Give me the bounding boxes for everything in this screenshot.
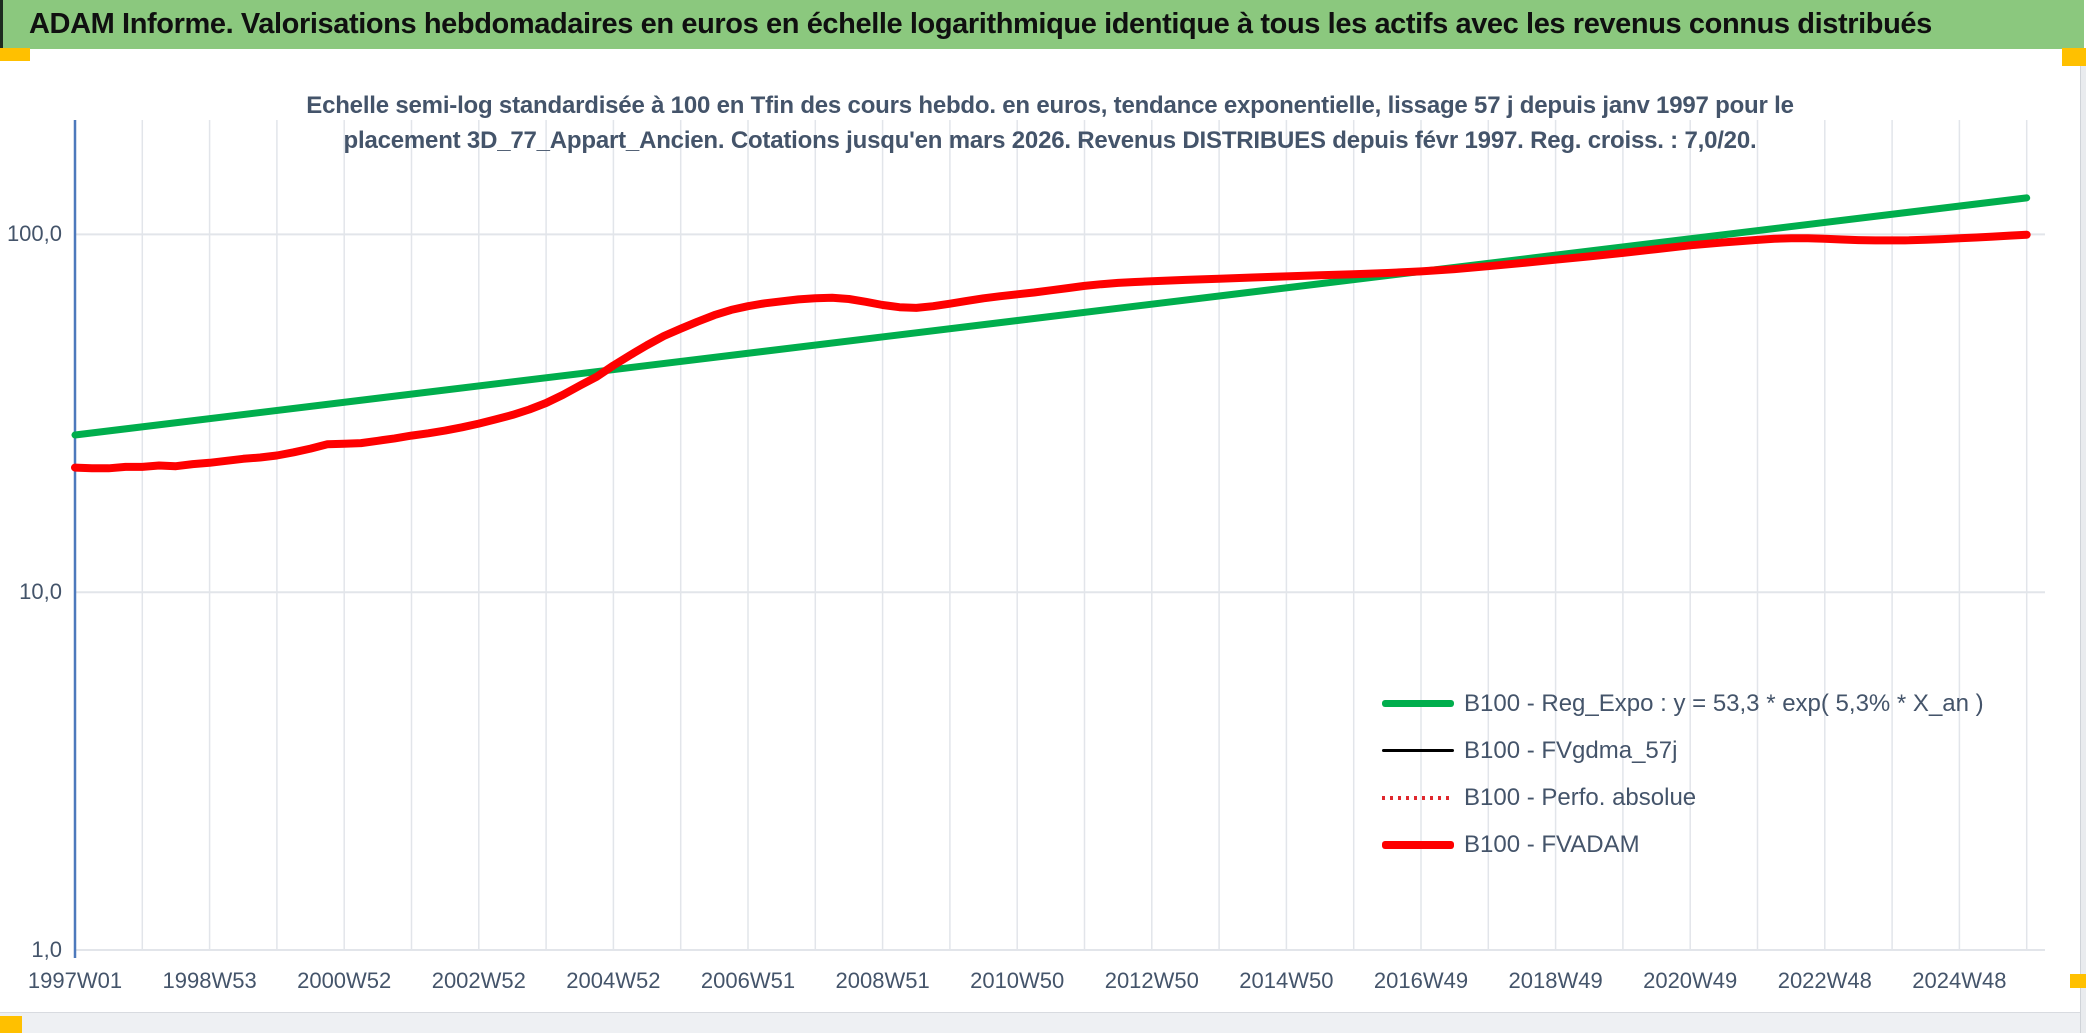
legend-item-fvgdma[interactable]: B100 - FVgdma_57j — [1382, 727, 1984, 774]
x-tick-label: 2016W49 — [1373, 968, 1469, 993]
y-tick-label: 10,0 — [19, 579, 62, 605]
x-tick-label: 2008W51 — [835, 968, 930, 993]
legend-label: B100 - Reg_Expo : y = 53,3 * exp( 5,3% *… — [1464, 689, 1984, 717]
x-tick-label: 2002W52 — [431, 968, 526, 993]
x-tick-label: 1998W53 — [162, 968, 257, 993]
legend: B100 - Reg_Expo : y = 53,3 * exp( 5,3% *… — [1382, 680, 1984, 868]
selection-handle-bottom-right[interactable] — [2070, 974, 2086, 988]
legend-line-sample-perfo-absolue — [1382, 795, 1454, 800]
chart-subtitle-line2: placement 3D_77_Appart_Ancien. Cotations… — [343, 127, 1757, 154]
series-line-3[interactable] — [71, 230, 2031, 473]
x-tick-label: 2024W48 — [1912, 968, 2007, 993]
legend-item-fvadam[interactable]: B100 - FVADAM — [1382, 821, 1984, 868]
legend-label: B100 - FVADAM — [1464, 830, 1640, 858]
page-title: ADAM Informe. Valorisations hebdomadaire… — [29, 8, 1932, 40]
right-gutter — [2080, 49, 2086, 1033]
legend-label: B100 - FVgdma_57j — [1464, 736, 1678, 764]
series-line-0[interactable] — [71, 194, 2031, 439]
x-tick-label: 1997W01 — [27, 968, 123, 993]
legend-label: B100 - Perfo. absolue — [1464, 783, 1697, 811]
x-tick-label: 2018W49 — [1508, 968, 1603, 993]
x-tick-label: 2000W52 — [297, 968, 392, 993]
legend-line-sample-fvgdma — [1382, 749, 1454, 752]
x-tick-label: 2022W48 — [1777, 968, 1872, 993]
y-tick-label: 100,0 — [6, 221, 62, 247]
x-tick-label: 2014W50 — [1239, 968, 1334, 993]
x-tick-label: 2006W51 — [700, 968, 796, 993]
chart-canvas[interactable] — [0, 49, 2080, 1012]
y-tick-label: 1,0 — [31, 937, 62, 962]
selection-handle-top-right[interactable] — [2062, 48, 2086, 66]
title-bar: ADAM Informe. Valorisations hebdomadaire… — [0, 0, 2084, 49]
chart-subtitle: Echelle semi-log standardisée à 100 en T… — [180, 88, 1920, 158]
x-tick-label: 2010W50 — [970, 968, 1065, 993]
selection-handle-top-left[interactable] — [0, 48, 30, 61]
chart-subtitle-line1: Echelle semi-log standardisée à 100 en T… — [306, 92, 1794, 119]
x-tick-label: 2004W52 — [566, 968, 661, 993]
legend-item-reg-expo[interactable]: B100 - Reg_Expo : y = 53,3 * exp( 5,3% *… — [1382, 680, 1984, 727]
legend-item-perfo-absolue[interactable]: B100 - Perfo. absolue — [1382, 774, 1984, 821]
legend-line-sample-fvadam — [1382, 840, 1454, 849]
bottom-gutter — [0, 1012, 2080, 1033]
x-tick-label: 2012W50 — [1104, 968, 1199, 993]
x-tick-label: 2020W49 — [1643, 968, 1738, 993]
selection-handle-bottom-left[interactable] — [0, 1016, 22, 1033]
legend-line-sample-reg-expo — [1382, 700, 1454, 707]
